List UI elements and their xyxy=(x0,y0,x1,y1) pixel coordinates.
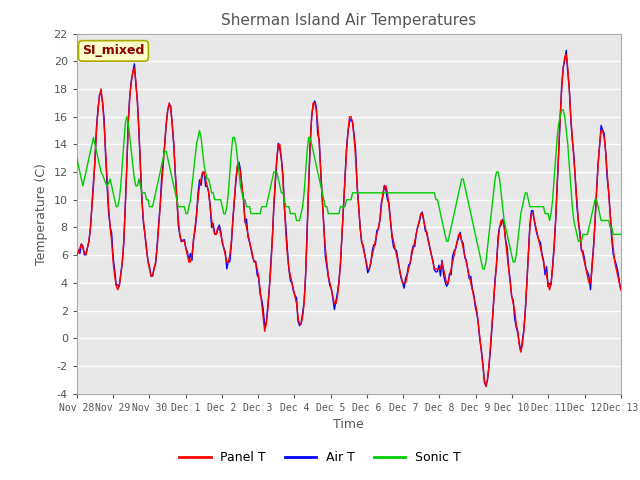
Legend: Panel T, Air T, Sonic T: Panel T, Air T, Sonic T xyxy=(174,446,466,469)
Y-axis label: Temperature (C): Temperature (C) xyxy=(35,163,48,264)
Text: SI_mixed: SI_mixed xyxy=(82,44,145,58)
X-axis label: Time: Time xyxy=(333,418,364,431)
Title: Sherman Island Air Temperatures: Sherman Island Air Temperatures xyxy=(221,13,476,28)
